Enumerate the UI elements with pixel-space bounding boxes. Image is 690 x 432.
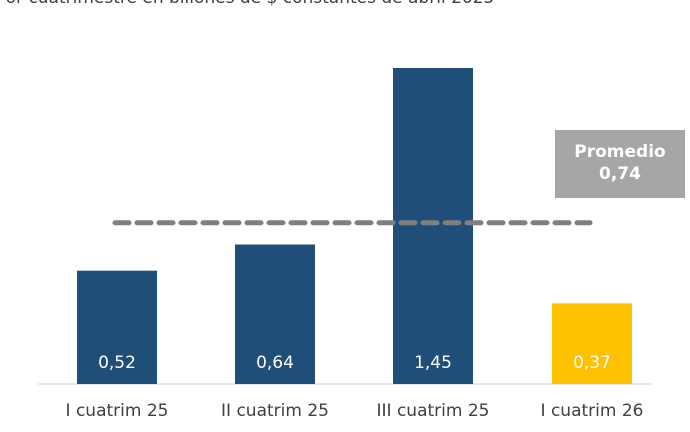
- value-label: 0,37: [573, 353, 611, 373]
- x-tick-label: I cuatrim 26: [541, 401, 644, 421]
- value-label: 0,52: [98, 353, 136, 373]
- average-box: [555, 130, 685, 198]
- bar: [552, 303, 632, 384]
- x-tick-label: II cuatrim 25: [221, 401, 329, 421]
- average-title: Promedio: [574, 142, 665, 162]
- chart-subtitle: Por cuatrimestre en billones de $ consta…: [0, 0, 494, 8]
- x-tick-label: I cuatrim 25: [66, 401, 169, 421]
- bar: [393, 68, 473, 384]
- x-tick-label: III cuatrim 25: [377, 401, 490, 421]
- average-label: 0,74: [599, 164, 641, 184]
- bar: [77, 270, 157, 384]
- bar: [235, 244, 315, 384]
- value-label: 1,45: [414, 353, 452, 373]
- value-label: 0,64: [256, 353, 294, 373]
